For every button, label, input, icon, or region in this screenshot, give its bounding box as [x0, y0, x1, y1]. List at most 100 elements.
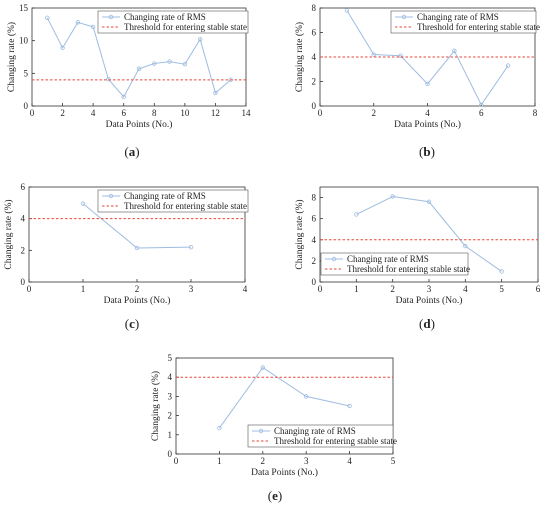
chart-c-x-tick-label: 0	[27, 284, 32, 294]
chart-e-rms-point	[260, 365, 265, 370]
chart-d-y-axis-label: Changing rate (%)	[294, 199, 305, 269]
chart-c-x-tick-label: 4	[243, 284, 248, 294]
chart-d-x-tick-label: 1	[354, 284, 359, 294]
chart-e-plot-frame	[175, 357, 394, 455]
chart-b-rms-point	[425, 81, 430, 87]
chart-d-legend-entry-label: Threshold for entering stable state	[347, 264, 470, 274]
chart-a-rms-point	[106, 77, 111, 82]
chart-e-y-tick-label: 3	[168, 391, 173, 401]
chart-b-y-tick-label: 6	[312, 28, 317, 38]
chart-e-x-tick-label: 0	[174, 456, 179, 466]
chart-a-caption: (a)	[124, 144, 139, 159]
chart-a-rms-point	[167, 59, 172, 64]
chart-a-rms-point	[213, 90, 218, 96]
chart-d-x-tick-label: 2	[390, 284, 395, 294]
chart-e-y-tick-label: 4	[168, 372, 173, 382]
chart-b-x-tick-label: 6	[479, 108, 484, 118]
chart-b-rms-point	[344, 8, 350, 13]
chart-d-legend-entry-label: Changing rate of RMS	[347, 254, 429, 264]
chart-a-rms-point	[136, 66, 142, 71]
chart-e-legend-entry-label: Threshold for entering stable state	[274, 436, 397, 446]
chart-c-rms-point	[188, 244, 194, 250]
chart-b-rms-point	[371, 52, 376, 57]
chart-b-rms-point	[479, 102, 484, 107]
chart-e-panel: 0 1 2 3 4 5 0 1 2 3 4 5 Data Points (No.) Changing ra…	[150, 353, 397, 503]
chart-a-rms-point	[152, 61, 157, 66]
chart-b-caption: (b)	[419, 144, 435, 159]
chart-b-legend-box	[390, 10, 537, 34]
chart-c-legend-rms-marker	[108, 193, 114, 199]
chart-b-x-tick-label: 2	[372, 108, 377, 118]
chart-c-panel: 0 1 2 3 4 0 2 4 6 Data Points (No.) Changing rate …	[3, 182, 249, 331]
chart-a-y-axis-label: Changing rate (%)	[6, 22, 17, 92]
chart-a-legend-rms-marker	[108, 14, 114, 20]
chart-b-rms-point	[505, 63, 511, 68]
chart-e-rms-point	[347, 403, 352, 409]
chart-b-y-axis-label: Changing rate (%)	[294, 22, 305, 92]
chart-c-caption: (c)	[125, 316, 139, 331]
chart-e-caption: (e)	[268, 488, 282, 503]
chart-b-legend-entry-label: Changing rate of RMS	[417, 12, 499, 22]
chart-b-x-tick-label: 4	[425, 108, 430, 118]
chart-e-x-tick-label: 4	[347, 456, 352, 466]
chart-d-x-axis-label: Data Points (No.)	[396, 295, 463, 306]
chart-a-x-tick-label: 14	[242, 108, 252, 118]
chart-d-x-tick-label: 4	[463, 284, 468, 294]
chart-a-legend-box	[97, 10, 249, 34]
chart-a-legend-entry-label: Changing rate of RMS	[124, 12, 206, 22]
chart-a-x-tick-label: 12	[211, 108, 220, 118]
chart-e-x-tick-label: 1	[217, 456, 222, 466]
chart-d-caption-letter: d	[423, 316, 431, 331]
chart-d-y-tick-label: 8	[312, 193, 317, 203]
chart-e-legend-entry-label: Changing rate of RMS	[274, 426, 356, 436]
chart-d-x-tick-label: 0	[318, 284, 323, 294]
chart-b-legend-rms-marker	[401, 14, 407, 20]
chart-a-plot-frame	[31, 7, 247, 107]
chart-e-y-tick-label: 5	[168, 353, 173, 363]
chart-d-panel: 0 1 2 3 4 5 6 0 2 4 6 8 Data Points (No.) Changing ra…	[294, 186, 541, 331]
chart-e-legend-rms-marker	[258, 428, 264, 434]
chart-a-y-tick-label: 10	[19, 36, 29, 46]
chart-c-y-tick-label: 6	[21, 182, 26, 192]
chart-a-rms-line	[46, 17, 232, 98]
chart-c-x-tick-label: 3	[189, 284, 194, 294]
chart-b-x-tick-label: 8	[533, 108, 538, 118]
chart-b-x-axis-label: Data Points (No.)	[394, 119, 461, 130]
chart-d-rms-point	[463, 243, 468, 249]
chart-e-caption-letter: e	[272, 488, 278, 503]
chart-c-x-axis-label: Data Points (No.)	[104, 295, 171, 306]
chart-d-x-tick-label: 5	[499, 284, 504, 294]
chart-a-x-axis-label: Data Points (No.)	[106, 119, 173, 130]
chart-a-x-tick-label: 4	[91, 108, 96, 118]
chart-d-y-tick-label: 0	[312, 277, 317, 287]
chart-e-rms-point	[217, 425, 222, 431]
chart-c-legend-entry-label: Threshold for entering stable state	[124, 201, 247, 211]
chart-e-rms-point	[304, 394, 309, 399]
chart-e-x-tick-label: 2	[261, 456, 266, 466]
chart-a-caption-letter: a	[129, 144, 136, 159]
chart-c-caption-letter: c	[129, 316, 135, 331]
chart-d-y-tick-label: 4	[312, 235, 317, 245]
chart-a-x-tick-label: 8	[152, 108, 157, 118]
chart-b-x-tick-label: 0	[318, 108, 323, 118]
chart-d-x-tick-label: 3	[427, 284, 432, 294]
chart-a-panel: 0 2 4 6 8 10 12 14 0 5 10 15 Data Points (No.) Changi…	[6, 3, 251, 159]
chart-a-y-tick-label: 15	[19, 3, 29, 13]
chart-c-x-tick-label: 2	[135, 284, 140, 294]
chart-d-rms-point	[426, 199, 432, 204]
chart-a-rms-point	[45, 15, 50, 20]
chart-b-legend-entry-label: Threshold for entering stable state	[417, 22, 540, 32]
chart-d-legend-box	[320, 252, 469, 276]
chart-a-legend-entry-label: Threshold for entering stable state	[124, 22, 247, 32]
chart-a-rms-point	[228, 77, 233, 83]
chart-a-y-tick-label: 0	[24, 101, 29, 111]
chart-a-rms-point	[197, 37, 203, 42]
chart-e-x-axis-label: Data Points (No.)	[251, 467, 318, 478]
chart-e-y-axis-label: Changing rate (%)	[150, 371, 161, 441]
chart-b-y-tick-label: 4	[312, 52, 317, 62]
chart-c-x-tick-label: 1	[81, 284, 86, 294]
chart-a-x-tick-label: 2	[60, 108, 65, 118]
chart-a-rms-point	[60, 45, 65, 51]
